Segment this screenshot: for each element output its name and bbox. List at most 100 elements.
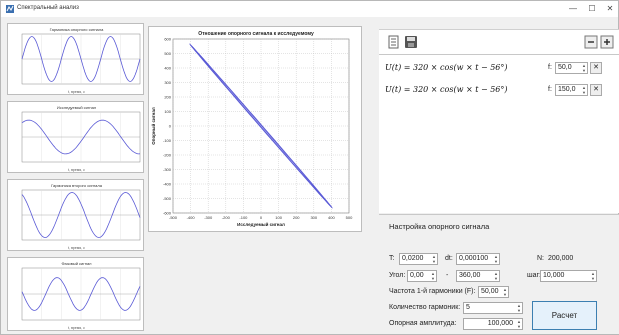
mini-signal-curve — [21, 36, 141, 82]
x-tick-label: -300 — [204, 215, 213, 220]
y-tick-label: -600 — [163, 211, 172, 216]
minimize-button[interactable]: — — [569, 4, 577, 13]
remove-harmonic-icon[interactable] — [584, 35, 598, 49]
angle-to-value: 360,00 — [459, 272, 481, 279]
harmonics-toolbar — [379, 30, 619, 58]
main-chart-svg: Отношение опорного сигнала к исследуемом… — [150, 31, 353, 227]
dt-input[interactable]: 0,000100 ▲ ▼ — [456, 253, 500, 265]
harmonic-count-label: Количество гармоник: — [389, 304, 461, 311]
mini-chart-svg: Фазовый сигнал t, время, с — [21, 261, 141, 330]
y-tick-label: 600 — [164, 37, 171, 42]
mini-chart-xlabel: t, время, с — [68, 90, 85, 94]
harmonic-count-value: 5 — [466, 304, 470, 311]
mini-chart-reference-harmonic: Гармоника опорного сигнала t, время, с — [7, 23, 144, 95]
frequency-label: f: — [548, 64, 552, 71]
step-input[interactable]: 10,000 ▲ ▼ — [540, 270, 597, 282]
spin-arrows-icon[interactable]: ▲ ▼ — [591, 271, 595, 281]
calculate-button[interactable]: Расчет — [532, 301, 597, 330]
step-label: шаг: — [527, 272, 542, 279]
spin-arrows-icon[interactable]: ▲ ▼ — [431, 271, 435, 281]
mini-chart-svg: Исследуемый сигнал t, время, с — [21, 105, 141, 172]
harmonic-formula: U(t) = 320 × cos(w × t − 56°) — [385, 63, 508, 72]
dt-label: dt: — [445, 255, 453, 262]
spin-arrows-icon[interactable]: ▲ ▼ — [494, 254, 498, 264]
settings-title: Настройка опорного сигнала — [389, 222, 490, 231]
x-tick-label: 500 — [346, 215, 353, 220]
reference-amplitude-input[interactable]: 100,000 ▲ ▼ — [463, 318, 523, 330]
y-tick-label: 400 — [164, 66, 171, 71]
mini-chart-xlabel: t, время, с — [68, 326, 85, 330]
app-icon — [6, 5, 14, 13]
y-tick-label: -400 — [163, 182, 172, 187]
x-tick-label: 100 — [275, 215, 282, 220]
y-tick-label: 300 — [164, 80, 171, 85]
step-value: 10,000 — [543, 272, 565, 279]
spin-arrows-icon[interactable]: ▲ ▼ — [582, 85, 586, 95]
mini-chart-phase-signal: Фазовый сигнал t, время, с — [7, 257, 144, 331]
delete-harmonic-button[interactable]: ✕ — [590, 84, 602, 96]
period-input[interactable]: 0,0200 ▲ ▼ — [399, 253, 438, 265]
y-tick-label: -500 — [163, 196, 172, 201]
x-tick-label: -400 — [187, 215, 196, 220]
spin-arrows-icon[interactable]: ▲ ▼ — [517, 319, 521, 329]
mini-chart-svg: Гармоника второго сигнала t, время, с — [21, 183, 141, 250]
mini-chart-second-harmonic: Гармоника второго сигнала t, время, с — [7, 179, 144, 251]
angle-to-input[interactable]: 360,00 ▲ ▼ — [456, 270, 500, 282]
frequency-value: 150,0 — [558, 86, 576, 93]
x-tick-label: 300 — [310, 215, 317, 220]
main-chart-title: Отношение опорного сигнала к исследуемом… — [198, 31, 314, 37]
frequency-first-harmonic-input[interactable]: 50,00 ▲ ▼ — [478, 286, 509, 298]
y-tick-label: -200 — [163, 153, 172, 158]
angle-dash: - — [446, 272, 449, 279]
reference-signal-settings: Настройка опорного сигнала T: 0,0200 ▲ ▼ … — [379, 214, 619, 334]
mini-chart-svg: Гармоника опорного сигнала t, время, с — [21, 27, 141, 94]
mini-signal-curve — [21, 192, 141, 238]
mini-chart-title: Исследуемый сигнал — [57, 105, 97, 110]
close-button[interactable]: ✕ — [606, 4, 614, 13]
spin-arrows-icon[interactable]: ▲ ▼ — [517, 303, 521, 313]
x-tick-label: -500 — [169, 215, 178, 220]
mini-charts-column: Гармоника опорного сигнала t, время, с Ис… — [5, 19, 145, 333]
save-icon[interactable] — [404, 35, 418, 49]
delete-harmonic-button[interactable]: ✕ — [590, 62, 602, 74]
mini-chart-title: Фазовый сигнал — [61, 261, 92, 266]
frequency-spinbox[interactable]: 150,0 ▲ ▼ — [555, 84, 588, 96]
mini-chart-xlabel: t, время, с — [68, 246, 85, 250]
x-tick-label: -200 — [222, 215, 231, 220]
spin-arrows-icon[interactable]: ▲ ▼ — [582, 63, 586, 73]
harmonic-count-input[interactable]: 5 ▲ ▼ — [463, 302, 523, 314]
y-tick-label: 0 — [169, 124, 172, 129]
spin-arrows-icon[interactable]: ▲ ▼ — [503, 287, 507, 297]
mini-chart-title: Гармоника второго сигнала — [51, 183, 103, 188]
frequency-first-harmonic-value: 50,00 — [481, 288, 499, 295]
spin-arrows-icon[interactable]: ▲ ▼ — [432, 254, 436, 264]
harmonic-row: U(t) = 320 × cos(w × t − 56°) f: 150,0 ▲… — [379, 84, 619, 98]
x-tick-label: 400 — [328, 215, 335, 220]
reference-amplitude-value: 100,000 — [487, 320, 513, 327]
y-tick-label: -100 — [163, 138, 172, 143]
toolbar-divider — [379, 54, 619, 55]
window-title: Спектральный анализ — [17, 5, 79, 11]
harmonic-formula: U(t) = 320 × cos(w × t − 56°) — [385, 85, 508, 94]
angle-label: Угол: — [389, 272, 406, 279]
frequency-spinbox[interactable]: 50,0 ▲ ▼ — [555, 62, 588, 74]
mini-signal-curve — [21, 119, 141, 155]
document-icon[interactable] — [387, 35, 401, 49]
x-tick-label: 200 — [293, 215, 300, 220]
add-harmonic-icon[interactable] — [600, 35, 614, 49]
maximize-button[interactable]: ☐ — [588, 4, 596, 13]
angle-from-input[interactable]: 0,00 ▲ ▼ — [407, 270, 437, 282]
frequency-label: f: — [548, 86, 552, 93]
frequency-first-harmonic-label: Частота 1-й гармоники (F): — [389, 288, 476, 295]
y-tick-label: 500 — [164, 51, 171, 56]
n-label: N: — [537, 255, 544, 262]
spin-arrows-icon[interactable]: ▲ ▼ — [494, 271, 498, 281]
mini-chart-xlabel: t, время, с — [68, 168, 85, 172]
y-tick-label: 200 — [164, 95, 171, 100]
main-chart-xlabel: Исследуемый сигнал — [237, 221, 285, 227]
y-tick-label: 100 — [164, 109, 171, 114]
y-tick-label: -300 — [163, 167, 172, 172]
angle-from-value: 0,00 — [410, 272, 424, 279]
harmonics-panel: U(t) = 320 × cos(w × t − 56°) f: 50,0 ▲ ▼… — [379, 29, 619, 213]
